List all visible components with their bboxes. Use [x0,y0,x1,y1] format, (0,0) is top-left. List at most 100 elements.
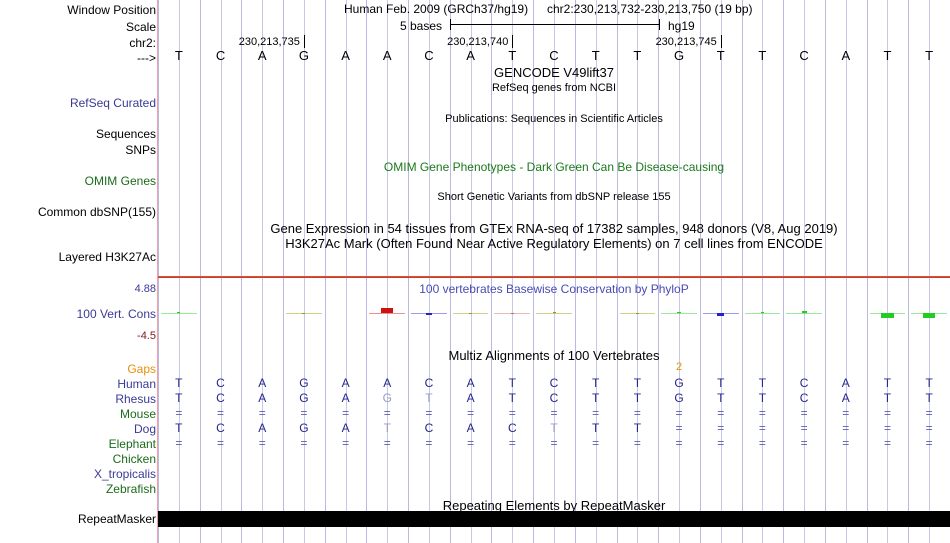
alignment-base: A [466,391,475,405]
coordinate-label: 230,213,740 [447,36,509,48]
alignment-base: T [592,376,600,390]
alignment-base: = [925,436,933,450]
gridline [742,0,743,543]
species-label-chicken[interactable]: Chicken [112,452,156,466]
gridline [200,0,201,543]
alignment-base: = [842,436,850,450]
track-label-common-dbsnp[interactable]: Common dbSNP(155) [37,205,156,219]
alignment-base: G [299,421,309,435]
track-label-omim-genes[interactable]: OMIM Genes [84,174,156,188]
alignment-base: T [592,421,600,435]
gridline [825,0,826,543]
conservation-baseline-segment [744,313,781,314]
alignment-base: = [633,406,641,420]
gridline [679,0,680,543]
reference-base: G [298,48,309,63]
conservation-bar [801,310,807,313]
species-label-zebrafish[interactable]: Zebrafish [105,482,156,496]
alignment-base: T [592,391,600,405]
alignment-base: = [508,436,516,450]
alignment-row-elephant[interactable]: = = = = = = = = = = = = = = = = = = = [158,436,950,450]
conservation-bar [881,313,894,319]
coordinate-tick [303,35,305,48]
gridline [450,0,451,543]
species-label-human[interactable]: Human [117,377,156,391]
conservation-track[interactable]: 100 vertebrates Basewise Conservation by… [158,276,950,344]
alignment-base: A [258,376,267,390]
chrom-label: chr2: [129,36,156,50]
reference-base: C [424,48,434,63]
alignment-base: A [258,391,267,405]
conservation-top-border [158,277,950,278]
conservation-bar [468,313,473,315]
gridline [158,0,159,543]
conservation-axis-max: 4.88 [134,283,156,295]
alignment-base: T [717,391,725,405]
alignment-base: = [717,436,725,450]
alignment-base: = [883,421,891,435]
alignment-base: C [216,391,225,405]
alignment-base: = [425,436,433,450]
gridline [533,0,534,543]
reference-base: T [758,48,767,63]
repeatmasker-bar[interactable] [158,511,950,527]
reference-base: T [925,48,934,63]
conservation-baseline-segment [203,313,239,314]
conservation-bar [381,307,394,313]
species-label-elephant[interactable]: Elephant [108,437,156,451]
alignment-base: = [592,436,600,450]
track-label-column: Window Position Scale chr2: ---> RefSeq … [0,0,156,543]
gridline [346,0,347,543]
gridline [429,0,430,543]
alignment-row-x-tropicalis[interactable] [158,466,950,480]
coordinate-tick [720,35,722,48]
gridline [887,0,888,543]
reference-base: C [799,48,809,63]
track-text-refseq-curated: RefSeq genes from NCBI [491,82,617,94]
scale-text: 5 bases [400,19,443,33]
track-label-layered-h3k27ac[interactable]: Layered H3K27Ac [58,250,156,264]
window-position-label: Window Position [67,3,156,17]
alignment-base: T [175,376,183,390]
species-label-dog[interactable]: Dog [133,422,156,436]
species-label-x-tropicalis[interactable]: X_tropicalis [93,467,156,481]
conservation-bar [426,313,432,316]
alignment-row-chicken[interactable] [158,451,950,465]
alignment-row-dog[interactable]: T C A G A T C A C T T T = = = = = = = [158,421,950,435]
gridline [700,0,701,543]
alignment-base: A [341,421,350,435]
track-label-conservation[interactable]: 100 Vert. Cons [76,307,156,321]
alignment-base: = [550,406,558,420]
conservation-baseline-segment [244,313,280,314]
conservation-baseline-segment [578,313,614,314]
gridline [366,0,367,543]
alignment-base: = [508,406,516,420]
species-label-rhesus[interactable]: Rhesus [115,392,156,406]
track-label-refseq-curated[interactable]: RefSeq Curated [69,96,156,110]
gridline [596,0,597,543]
strand-label: ---> [137,51,156,65]
reference-base: C [215,48,226,63]
alignment-base: A [383,376,392,390]
track-label-sequences[interactable]: Sequences [95,127,156,141]
base-gridlines [158,0,950,543]
species-label-mouse[interactable]: Mouse [119,407,156,421]
reference-base: T [716,48,725,63]
alignment-base: = [467,406,475,420]
alignment-row-zebrafish[interactable] [158,481,950,495]
track-label-repeatmasker[interactable]: RepeatMasker [77,512,156,526]
alignment-base: C [216,376,225,390]
track-text-gtex: Gene Expression in 54 tissues from GTEx … [270,221,838,236]
coordinate-tick [512,35,514,48]
alignment-base: = [342,406,350,420]
alignment-base: = [217,436,225,450]
alignment-row-mouse[interactable]: = = = = = = = = = = = = = = = = = = = [158,406,950,420]
alignment-base: G [674,376,684,390]
alignment-base: = [467,436,475,450]
track-label-snps[interactable]: SNPs [125,143,156,157]
alignment-base: = [550,436,558,450]
